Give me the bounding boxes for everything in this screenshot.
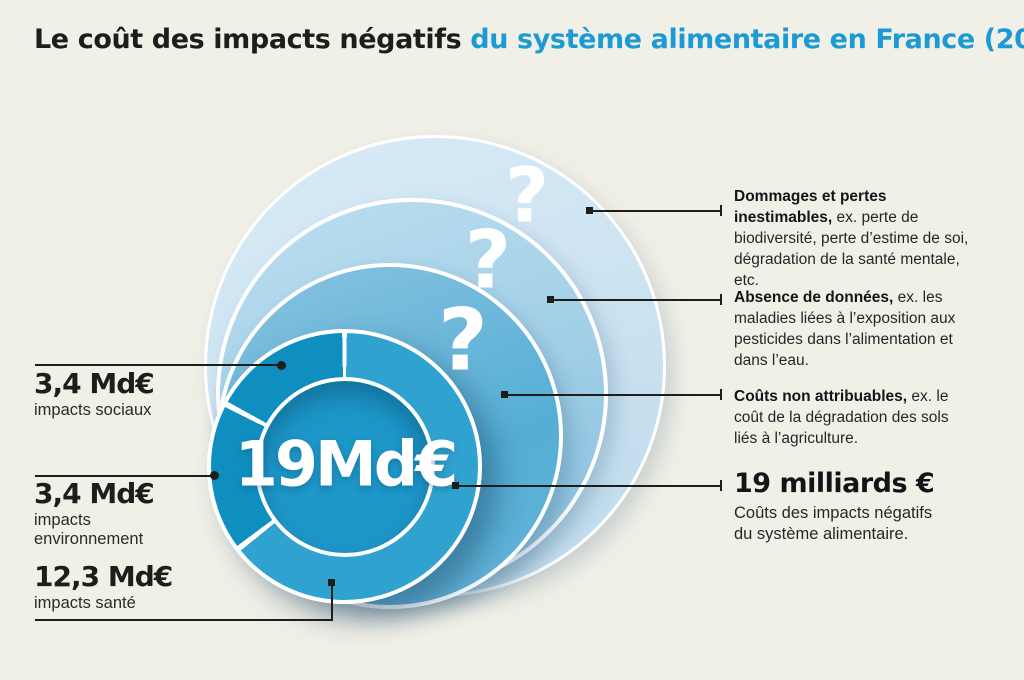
label-dommages-bold: Dommages et pertes inestimables, <box>734 188 887 227</box>
connector-dot-sante <box>328 579 335 586</box>
label-impacts-sociaux: 3,4 Md€ impacts sociaux <box>34 367 155 420</box>
connector-tick-total <box>720 480 722 491</box>
connector-dot-absence <box>547 296 554 303</box>
connector-dot-total <box>452 482 459 489</box>
donut-chart <box>207 329 482 604</box>
connector-dot-non-attribuables <box>501 391 508 398</box>
connector-tick-non-attribuables <box>720 389 722 400</box>
connector-dot-sociaux <box>277 361 286 370</box>
connector-line-sante <box>35 619 333 621</box>
connector-elbow-sante <box>331 585 333 621</box>
label-dommages-inestimables: Dommages et pertes inestimables, ex. per… <box>734 186 976 291</box>
donut-center-value: 19Md€ <box>234 427 458 501</box>
label-non-attribuables-bold: Coûts non attribuables, <box>734 388 908 405</box>
value-impacts-sociaux: 3,4 Md€ <box>34 367 155 400</box>
connector-line-non-attribuables <box>505 394 721 396</box>
label-impacts-sante: 12,3 Md€ impacts santé <box>34 560 173 613</box>
value-impacts-sante: 12,3 Md€ <box>34 560 173 593</box>
connector-tick-absence <box>720 294 722 305</box>
question-mark-icon-middle: ? <box>464 213 512 307</box>
connector-line-dommages <box>590 210 721 212</box>
label-non-attribuables: Coûts non attribuables, ex. le coût de l… <box>734 386 976 449</box>
connector-line-total <box>456 485 721 487</box>
label-absence-text: ex. les maladies liées à l’exposition au… <box>734 289 956 370</box>
total-value: 19 milliards € <box>734 468 935 499</box>
connector-line-sociaux <box>35 364 282 366</box>
connector-dot-environnement <box>210 471 219 480</box>
question-mark-icon-outer: ? <box>504 150 550 240</box>
label-total: 19 milliards € Coûts des impacts négatif… <box>734 468 976 546</box>
label-non-attribuables-text: ex. le coût de la dégradation des sols l… <box>734 388 949 448</box>
label-absence-bold: Absence de données, <box>734 289 894 306</box>
label-dommages-text: ex. perte de biodiversité, perte d’estim… <box>734 209 969 290</box>
connector-dot-dommages <box>586 207 593 214</box>
connector-line-environnement <box>35 475 215 477</box>
value-impacts-environnement: 3,4 Md€ <box>34 477 155 510</box>
connector-line-absence <box>551 299 721 301</box>
label-impacts-environnement: 3,4 Md€ impacts environnement <box>34 477 155 549</box>
question-mark-icon-inner: ? <box>438 290 488 391</box>
caption-impacts-environnement: impacts environnement <box>34 511 144 549</box>
page-title: Le coût des impacts négatifs du système … <box>34 24 1024 55</box>
title-highlight: du système alimentaire en France (2021) <box>470 24 1024 55</box>
caption-impacts-sante: impacts santé <box>34 594 136 613</box>
total-description: Coûts des impacts négatifs du système al… <box>734 504 933 544</box>
donut-hole <box>254 376 435 557</box>
label-absence-donnees: Absence de données, ex. les maladies lié… <box>734 287 976 371</box>
title-main: Le coût des impacts négatifs <box>34 24 471 55</box>
caption-impacts-sociaux: impacts sociaux <box>34 401 152 420</box>
connector-tick-dommages <box>720 205 722 216</box>
